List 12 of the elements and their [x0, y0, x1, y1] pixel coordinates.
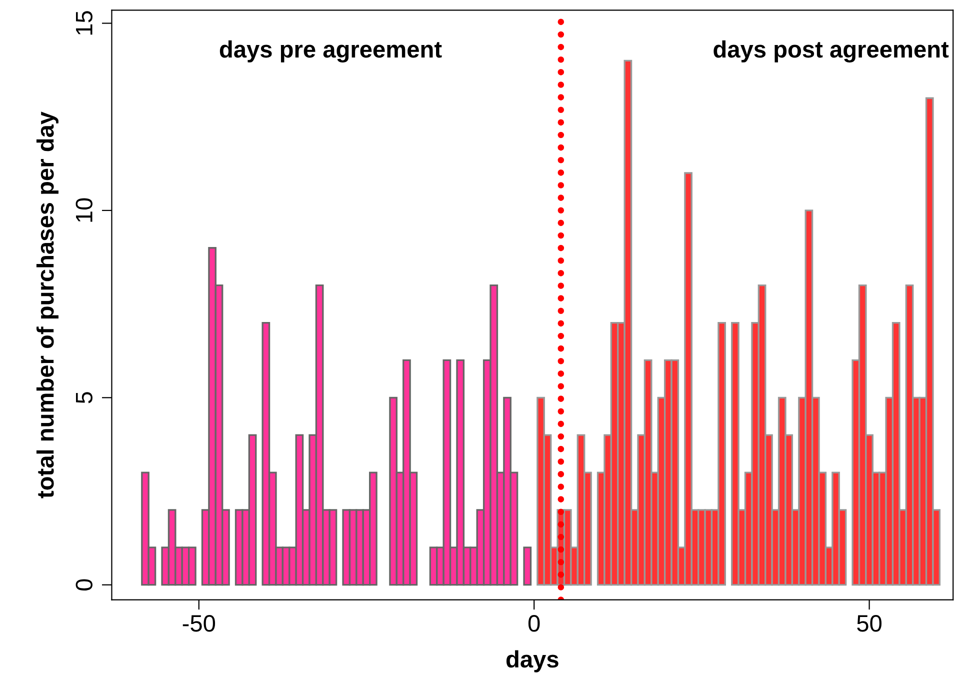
x-axis-title: days	[506, 650, 558, 672]
annotation: days pre agreement	[220, 40, 442, 62]
x-tick-label: -50	[182, 615, 216, 632]
y-tick-label: 0	[76, 579, 92, 590]
annotation: days post agreement	[714, 40, 949, 62]
x-tick-label: 0	[528, 615, 540, 632]
y-tick-label: 5	[76, 392, 92, 404]
bar	[523, 546, 532, 586]
y-axis-title: total number of purchases per day	[36, 112, 58, 498]
y-tick-label: 10	[76, 198, 92, 222]
x-tick-label: 50	[857, 615, 882, 632]
y-tick-label: 15	[76, 11, 92, 35]
